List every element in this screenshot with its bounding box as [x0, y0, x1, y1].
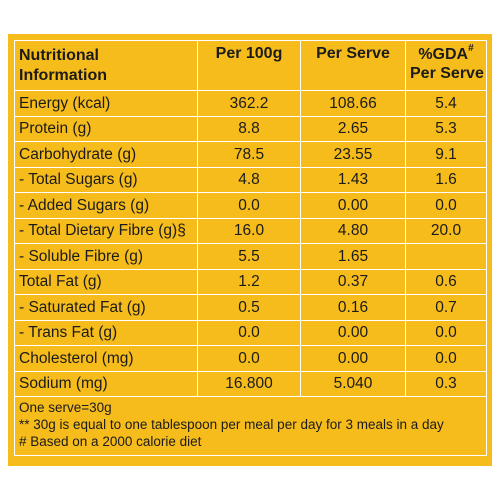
nutrient-label: - Total Sugars (g) — [14, 166, 198, 193]
table-row: - Trans Fat (g) 0.0 0.00 0.0 — [14, 319, 487, 346]
nutrient-label: - Total Dietary Fibre (g)§ — [14, 217, 198, 244]
nutrient-label: Total Fat (g) — [14, 268, 198, 295]
per-100g-value: 4.8 — [197, 166, 301, 193]
gda-value — [405, 243, 487, 270]
table-row: - Soluble Fibre (g) 5.5 1.65 — [14, 243, 487, 270]
gda-value: 0.0 — [405, 345, 487, 372]
nutrient-label: Energy (kcal) — [14, 90, 198, 117]
per-serve-value: 4.80 — [300, 217, 406, 244]
gda-value: 0.3 — [405, 370, 487, 397]
header-line-1: Nutritional — [19, 47, 99, 65]
gda-value: 0.0 — [405, 192, 487, 219]
header-gda-line-2: Per Serve — [410, 65, 484, 83]
table-footer: One serve=30g ** 30g is equal to one tab… — [14, 396, 487, 456]
nutrient-label: Carbohydrate (g) — [14, 141, 198, 168]
header-row: Nutritional Information Per 100g Per Ser… — [14, 40, 487, 91]
nutrient-label: Sodium (mg) — [14, 370, 198, 397]
header-gda-label: %GDA — [418, 46, 469, 63]
per-serve-value: 0.37 — [300, 268, 406, 295]
per-100g-value: 0.0 — [197, 345, 301, 372]
nutrient-label: - Trans Fat (g) — [14, 319, 198, 346]
nutrient-label: Cholesterol (mg) — [14, 345, 198, 372]
header-nutritional-information: Nutritional Information — [14, 40, 198, 91]
table-body: Energy (kcal) 362.2 108.66 5.4 Protein (g) 8.… — [14, 90, 487, 397]
table-row: - Added Sugars (g) 0.0 0.00 0.0 — [14, 192, 487, 219]
table-row: Energy (kcal) 362.2 108.66 5.4 — [14, 90, 487, 117]
gda-value: 1.6 — [405, 166, 487, 193]
per-100g-value: 1.2 — [197, 268, 301, 295]
footnote-calorie-basis: # Based on a 2000 calorie diet — [19, 433, 202, 449]
footnote-serve-size: One serve=30g — [19, 400, 112, 415]
per-serve-value: 2.65 — [300, 115, 406, 142]
per-serve-value: 0.00 — [300, 345, 406, 372]
nutrient-label: Protein (g) — [14, 115, 198, 142]
table-row: Protein (g) 8.8 2.65 5.3 — [14, 115, 487, 142]
gda-value: 5.3 — [405, 115, 487, 142]
table-row: Cholesterol (mg) 0.0 0.00 0.0 — [14, 345, 487, 372]
table-row: - Saturated Fat (g) 0.5 0.16 0.7 — [14, 294, 487, 321]
per-serve-value: 0.16 — [300, 294, 406, 321]
per-serve-value: 5.040 — [300, 370, 406, 397]
nutrient-label: - Saturated Fat (g) — [14, 294, 198, 321]
table-row: - Total Sugars (g) 4.8 1.43 1.6 — [14, 166, 487, 193]
footnote-tablespoon: ** 30g is equal to one tablespoon per me… — [19, 416, 444, 432]
per-serve-value: 108.66 — [300, 90, 406, 117]
table-row: Carbohydrate (g) 78.5 23.55 9.1 — [14, 141, 487, 168]
header-gda-line-1: %GDA# — [410, 43, 482, 64]
per-100g-value: 5.5 — [197, 243, 301, 270]
gda-value: 0.6 — [405, 268, 487, 295]
table-row: - Total Dietary Fibre (g)§ 16.0 4.80 20.0 — [14, 217, 487, 244]
gda-value: 20.0 — [405, 217, 487, 244]
per-100g-value: 362.2 — [197, 90, 301, 117]
header-line-2: Information — [19, 66, 107, 84]
table-row: Sodium (mg) 16.800 5.040 0.3 — [14, 370, 487, 397]
per-100g-value: 0.5 — [197, 294, 301, 321]
gda-value: 0.0 — [405, 319, 487, 346]
per-100g-value: 16.800 — [197, 370, 301, 397]
per-serve-value: 0.00 — [300, 192, 406, 219]
header-gda-per-serve: %GDA# Per Serve — [405, 40, 487, 91]
gda-value: 9.1 — [405, 141, 487, 168]
per-serve-value: 1.43 — [300, 166, 406, 193]
per-serve-value: 23.55 — [300, 141, 406, 168]
per-100g-value: 16.0 — [197, 217, 301, 244]
per-100g-value: 0.0 — [197, 192, 301, 219]
per-100g-value: 78.5 — [197, 141, 301, 168]
per-100g-value: 8.8 — [197, 115, 301, 142]
header-per-serve: Per Serve — [300, 40, 406, 91]
per-100g-value: 0.0 — [197, 319, 301, 346]
per-serve-value: 1.65 — [300, 243, 406, 270]
footnote-row: One serve=30g ** 30g is equal to one tab… — [14, 396, 487, 456]
nutrient-label: - Soluble Fibre (g) — [14, 243, 198, 270]
nutrient-label: - Added Sugars (g) — [14, 192, 198, 219]
header-per-100g: Per 100g — [197, 40, 301, 91]
gda-value: 0.7 — [405, 294, 487, 321]
table-row: Total Fat (g) 1.2 0.37 0.6 — [14, 268, 487, 295]
table-header: Nutritional Information Per 100g Per Ser… — [14, 40, 487, 91]
per-serve-value: 0.00 — [300, 319, 406, 346]
header-gda-footnote-mark: # — [468, 43, 474, 54]
footnotes-cell: One serve=30g ** 30g is equal to one tab… — [14, 396, 487, 456]
gda-value: 5.4 — [405, 90, 487, 117]
nutrition-table: Nutritional Information Per 100g Per Ser… — [14, 40, 487, 456]
